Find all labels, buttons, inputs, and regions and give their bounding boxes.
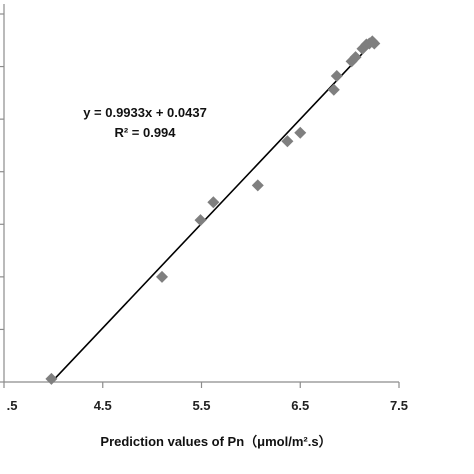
data-point <box>251 179 264 192</box>
data-points <box>45 35 381 385</box>
trendline <box>52 45 370 381</box>
x-tick-label: 4.5 <box>94 398 112 413</box>
data-point <box>294 126 307 139</box>
y-axis-ticks <box>0 13 4 383</box>
data-point <box>194 214 207 227</box>
x-tick-label: .5 <box>7 398 18 413</box>
data-point <box>349 51 362 64</box>
data-point <box>330 70 343 83</box>
x-tick-label: 5.5 <box>192 398 210 413</box>
x-tick-label: 6.5 <box>291 398 309 413</box>
x-tick-label: 7.5 <box>390 398 408 413</box>
data-point <box>281 135 294 148</box>
data-point <box>368 37 381 50</box>
r-squared-label: R² = 0.994 <box>114 125 176 140</box>
data-point <box>327 83 340 96</box>
data-point <box>207 196 220 209</box>
trendline-equation: y = 0.9933x + 0.0437 <box>83 105 207 120</box>
trendline-group <box>52 45 370 381</box>
data-point <box>45 372 58 385</box>
axes <box>3 4 399 383</box>
x-axis-title: Prediction values of Pn（μmol/m².s） <box>100 434 331 449</box>
x-axis-ticks: .5 4.5 5.5 6.5 7.5 <box>3 382 408 413</box>
data-point <box>156 270 168 283</box>
